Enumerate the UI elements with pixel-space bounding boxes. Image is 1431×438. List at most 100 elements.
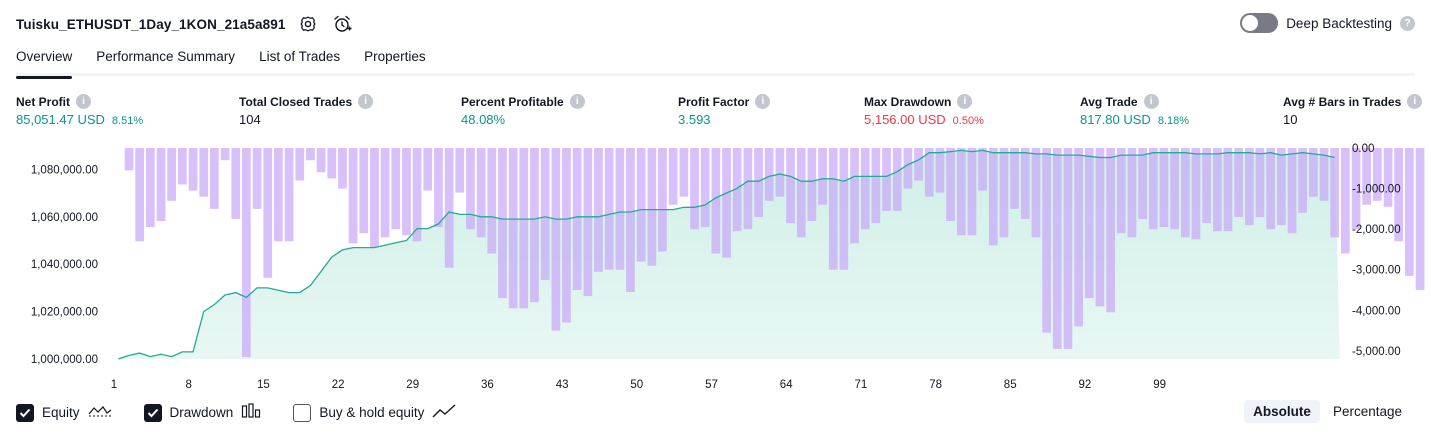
drawdown-bar bbox=[1383, 148, 1393, 207]
drawdown-bar bbox=[434, 148, 443, 228]
drawdown-bar bbox=[828, 148, 838, 270]
metric-net-profit: Net Profit i 85,051.47 USD 8.51% bbox=[16, 93, 143, 127]
drawdown-bar bbox=[370, 148, 379, 248]
info-icon[interactable]: i bbox=[1143, 94, 1159, 109]
drawdown-bar bbox=[199, 148, 209, 197]
help-icon[interactable]: ? bbox=[1400, 15, 1415, 31]
buy-hold-line-icon bbox=[432, 403, 456, 422]
drawdown-bar bbox=[1031, 148, 1041, 238]
y-left-tick-label: 1,080,000.00 bbox=[31, 164, 98, 176]
metric-percent-profitable: Percent Profitable i 48.08% bbox=[461, 93, 585, 127]
legend-label: Buy & hold equity bbox=[319, 405, 425, 420]
drawdown-bar bbox=[583, 148, 593, 297]
metric-value: 104 bbox=[239, 112, 261, 127]
drawdown-bar bbox=[679, 148, 689, 197]
drawdown-bar bbox=[1341, 148, 1350, 254]
drawdown-bar bbox=[1213, 148, 1222, 232]
drawdown-bar bbox=[604, 148, 614, 270]
drawdown-bar bbox=[935, 148, 945, 193]
metric-value: 5,156.00 USD bbox=[864, 112, 946, 127]
drawdown-bar bbox=[1127, 148, 1137, 238]
drawdown-bar bbox=[1095, 148, 1105, 307]
drawdown-bar bbox=[1148, 148, 1158, 230]
buy-hold-checkbox[interactable] bbox=[293, 403, 312, 422]
drawdown-bar bbox=[903, 148, 913, 189]
drawdown-bar bbox=[562, 148, 571, 323]
metric-percent: 8.18% bbox=[1157, 115, 1190, 127]
info-icon[interactable]: i bbox=[358, 94, 374, 109]
drawdown-bar bbox=[999, 148, 1009, 238]
drawdown-bar bbox=[423, 148, 433, 191]
info-icon[interactable]: i bbox=[1407, 94, 1423, 109]
info-icon[interactable]: i bbox=[569, 94, 585, 109]
drawdown-bar bbox=[1074, 148, 1083, 327]
drawdown-bar bbox=[124, 148, 134, 171]
y-left-tick-label: 1,000,000.00 bbox=[31, 354, 98, 366]
drawdown-bar bbox=[775, 148, 785, 197]
drawdown-bar bbox=[700, 148, 710, 228]
header: Tuisku_ETHUSDT_1Day_1KON_21a5a891 bbox=[16, 12, 353, 36]
legend-buy-hold[interactable]: Buy & hold equity bbox=[293, 403, 456, 422]
percentage-button[interactable]: Percentage bbox=[1332, 404, 1402, 419]
info-icon[interactable]: i bbox=[957, 94, 973, 109]
gear-icon[interactable] bbox=[297, 13, 319, 35]
drawdown-bar bbox=[1319, 148, 1329, 201]
drawdown-bar bbox=[1052, 148, 1062, 349]
legend-label: Drawdown bbox=[169, 405, 234, 420]
drawdown-bar bbox=[327, 148, 337, 179]
metric-label: Profit Factor bbox=[678, 94, 750, 109]
drawdown-bar bbox=[306, 148, 315, 161]
info-icon[interactable]: i bbox=[755, 94, 771, 109]
drawdown-bar bbox=[498, 148, 507, 299]
drawdown-bar bbox=[956, 148, 966, 236]
drawdown-bar bbox=[882, 148, 891, 211]
x-tick-label: 78 bbox=[929, 379, 942, 391]
drawdown-bar bbox=[1159, 148, 1169, 228]
y-right-tick-label: -4,000.00 bbox=[1352, 305, 1401, 317]
equity-checkbox[interactable] bbox=[16, 403, 34, 422]
metric-value: 3.593 bbox=[678, 112, 711, 127]
drawdown-bar bbox=[274, 148, 283, 242]
x-tick-label: 50 bbox=[630, 379, 643, 391]
info-icon[interactable]: i bbox=[76, 94, 91, 109]
y-left-tick-label: 1,020,000.00 bbox=[31, 307, 98, 319]
drawdown-bar bbox=[1287, 148, 1297, 234]
drawdown-bar bbox=[1191, 148, 1201, 240]
metric-value: 48.08% bbox=[461, 112, 506, 127]
tab-overview[interactable]: Overview bbox=[16, 46, 73, 79]
metric-label: Avg Trade bbox=[1080, 94, 1138, 109]
tab-list-of-trades[interactable]: List of Trades bbox=[259, 49, 341, 64]
drawdown-bar bbox=[210, 148, 219, 209]
equity-drawdown-chart[interactable]: 1,000,000.00 1,020,000.00 1,040,000.00 1,06… bbox=[0, 138, 1431, 396]
tab-performance-summary[interactable]: Performance Summary bbox=[96, 49, 236, 64]
legend-equity[interactable]: Equity bbox=[16, 403, 112, 422]
legend-drawdown[interactable]: Drawdown bbox=[143, 403, 262, 422]
drawdown-bar bbox=[444, 148, 454, 268]
drawdown-bar bbox=[839, 148, 849, 270]
drawdown-checkbox[interactable] bbox=[143, 403, 162, 422]
x-tick-label: 8 bbox=[185, 379, 191, 391]
drawdown-bar bbox=[668, 148, 678, 205]
drawdown-bar bbox=[316, 148, 326, 173]
alarm-clock-plus-icon[interactable] bbox=[331, 13, 353, 35]
x-tick-label: 57 bbox=[705, 379, 718, 391]
drawdown-bar bbox=[860, 148, 870, 230]
drawdown-bar bbox=[167, 148, 176, 201]
metric-label: Total Closed Trades bbox=[239, 94, 353, 109]
drawdown-bar bbox=[380, 148, 390, 238]
metric-total-closed-trades: Total Closed Trades i 104 bbox=[239, 93, 374, 127]
drawdown-bar bbox=[284, 148, 294, 242]
drawdown-bar bbox=[263, 148, 273, 278]
drawdown-bar bbox=[551, 148, 561, 331]
drawdown-bar bbox=[402, 148, 411, 236]
drawdown-bar bbox=[914, 148, 923, 181]
drawdown-bar bbox=[146, 148, 155, 228]
drawdown-bar bbox=[754, 148, 763, 217]
tab-properties[interactable]: Properties bbox=[364, 49, 426, 64]
x-tick-label: 85 bbox=[1004, 379, 1017, 391]
absolute-button[interactable]: Absolute bbox=[1244, 400, 1320, 423]
drawdown-bar bbox=[892, 148, 902, 211]
deep-backtesting-toggle[interactable] bbox=[1240, 13, 1279, 33]
drawdown-bar bbox=[1255, 148, 1265, 217]
metric-percent: 0.50% bbox=[952, 115, 984, 127]
